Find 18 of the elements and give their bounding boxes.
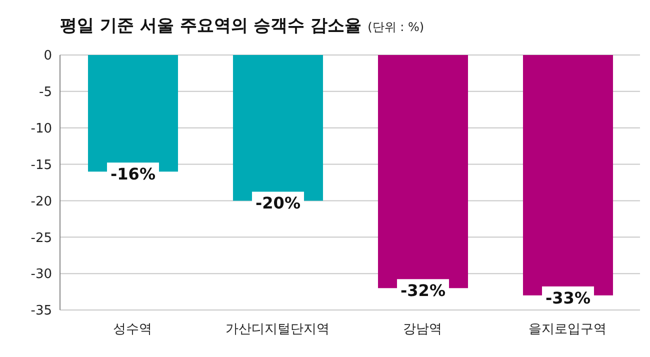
chart-title: 평일 기준 서울 주요역의 승객수 감소율	[60, 16, 362, 36]
x-tick-label: 을지로입구역	[528, 322, 606, 338]
y-tick-label: -15	[30, 158, 52, 173]
y-tick-label: 0	[44, 48, 52, 64]
y-tick-label: -10	[30, 121, 52, 136]
x-tick-label: 가산디지털단지역	[226, 322, 330, 338]
data-label: -33%	[546, 288, 590, 308]
x-tick-label: 강남역	[403, 322, 442, 338]
chart-subtitle: (단위 : %)	[368, 20, 424, 34]
data-label: -20%	[256, 194, 300, 213]
y-tick-label: -25	[30, 230, 52, 246]
data-label: -16%	[110, 164, 156, 184]
y-tick-label: -5	[39, 85, 52, 100]
y-tick-label: -20	[30, 194, 52, 210]
x-tick-label: 성수역	[113, 322, 152, 338]
y-tick-label: -30	[30, 267, 52, 282]
data-label: -32%	[400, 281, 446, 300]
y-tick-label: -35	[30, 304, 52, 319]
